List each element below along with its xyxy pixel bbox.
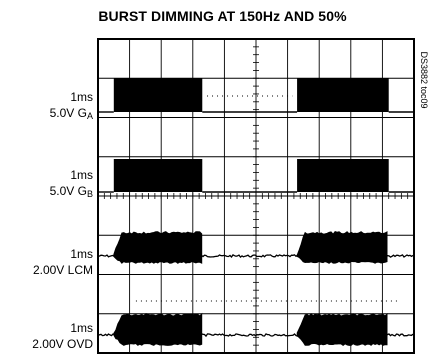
pulse-burst bbox=[297, 159, 389, 192]
scope-border bbox=[97, 38, 415, 354]
trace-lcm bbox=[97, 231, 414, 264]
pulse-burst bbox=[113, 78, 203, 112]
channel-subscript: A bbox=[86, 111, 93, 121]
pulse-burst bbox=[297, 78, 389, 112]
trace-ovd bbox=[97, 312, 414, 347]
oscilloscope-screen bbox=[97, 38, 415, 354]
pulse-burst bbox=[113, 159, 203, 192]
figure-code-text: DS3882 toc09 bbox=[419, 51, 429, 109]
channel-name: OVD bbox=[66, 337, 93, 351]
chart-title: BURST DIMMING AT 150Hz AND 50% bbox=[98, 8, 347, 24]
channel-label-ga: 1ms 5.0V GA bbox=[50, 89, 93, 124]
scope-traces bbox=[97, 78, 414, 347]
scale-label: 5.0V bbox=[49, 184, 75, 198]
timebase-label: 1ms bbox=[70, 168, 93, 182]
channel-name: G bbox=[77, 106, 87, 120]
channel-subscript: B bbox=[86, 189, 93, 199]
figure-code: DS3882 toc09 bbox=[417, 40, 431, 120]
burst-envelope bbox=[113, 312, 203, 346]
channel-name: G bbox=[77, 184, 87, 198]
trace-gb bbox=[98, 159, 414, 193]
trace-ga bbox=[98, 78, 414, 113]
burst-envelope bbox=[113, 231, 203, 264]
burst-envelope bbox=[296, 231, 388, 264]
channel-label-gb: 1ms 5.0V GB bbox=[50, 167, 93, 202]
burst-envelope bbox=[296, 312, 388, 347]
scale-label: 2.00V bbox=[32, 263, 65, 277]
scale-label: 5.0V bbox=[49, 106, 75, 120]
timebase-label: 1ms bbox=[70, 321, 93, 335]
channel-name: LCM bbox=[67, 263, 93, 277]
timebase-label: 1ms bbox=[70, 247, 93, 261]
channel-label-lcm: 1ms 2.00V LCM bbox=[33, 246, 93, 278]
channel-label-ovd: 1ms 2.00V OVD bbox=[32, 320, 93, 352]
scale-label: 2.00V bbox=[32, 337, 64, 351]
timebase-label: 1ms bbox=[70, 90, 93, 104]
